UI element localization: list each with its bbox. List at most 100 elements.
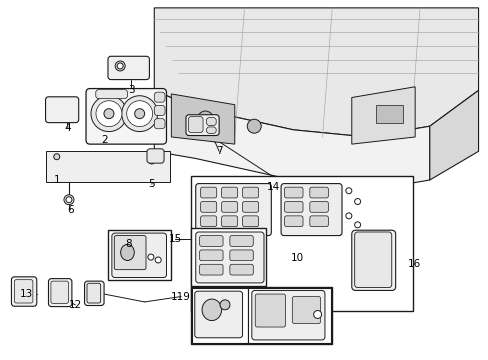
Text: 4: 4 [64, 123, 71, 133]
FancyBboxPatch shape [251, 291, 325, 340]
FancyBboxPatch shape [108, 56, 149, 80]
Ellipse shape [202, 299, 221, 320]
Bar [247, 288, 330, 343]
Circle shape [122, 96, 157, 132]
FancyBboxPatch shape [309, 202, 328, 212]
FancyBboxPatch shape [242, 202, 258, 212]
Circle shape [96, 101, 122, 127]
Circle shape [313, 310, 321, 319]
Circle shape [220, 300, 229, 310]
Text: 8: 8 [125, 239, 131, 249]
Polygon shape [171, 94, 234, 144]
FancyBboxPatch shape [200, 187, 216, 198]
FancyBboxPatch shape [188, 117, 203, 133]
Circle shape [197, 111, 213, 127]
FancyBboxPatch shape [229, 235, 253, 246]
Circle shape [345, 188, 351, 194]
Text: 3: 3 [128, 85, 134, 95]
FancyBboxPatch shape [255, 294, 285, 327]
Bar [191, 288, 247, 343]
FancyBboxPatch shape [11, 277, 37, 306]
Text: 1: 1 [53, 175, 60, 185]
FancyBboxPatch shape [154, 92, 164, 102]
Circle shape [115, 61, 125, 71]
FancyBboxPatch shape [45, 97, 79, 123]
Circle shape [147, 254, 154, 260]
Text: 13: 13 [20, 289, 33, 299]
FancyBboxPatch shape [84, 281, 104, 306]
Text: 12: 12 [68, 300, 82, 310]
FancyBboxPatch shape [195, 184, 271, 235]
Text: 7: 7 [215, 146, 222, 156]
Bar [190, 176, 412, 311]
FancyBboxPatch shape [206, 118, 216, 126]
FancyBboxPatch shape [199, 250, 223, 261]
Text: 5: 5 [148, 179, 155, 189]
Polygon shape [154, 90, 429, 191]
Circle shape [155, 257, 161, 263]
Circle shape [345, 213, 351, 219]
FancyBboxPatch shape [242, 187, 258, 198]
FancyBboxPatch shape [200, 216, 216, 226]
Circle shape [104, 109, 114, 119]
Text: 6: 6 [67, 205, 74, 215]
Bar [45, 151, 169, 182]
FancyBboxPatch shape [87, 283, 101, 303]
FancyBboxPatch shape [206, 127, 216, 134]
Circle shape [134, 109, 144, 119]
FancyBboxPatch shape [147, 149, 163, 163]
Bar [108, 230, 171, 280]
Bar [375, 105, 402, 123]
FancyBboxPatch shape [229, 250, 253, 261]
FancyBboxPatch shape [242, 216, 258, 226]
FancyBboxPatch shape [199, 235, 223, 246]
FancyBboxPatch shape [86, 89, 166, 144]
Polygon shape [351, 87, 414, 144]
Text: 15: 15 [168, 234, 182, 244]
Text: 119: 119 [171, 292, 191, 302]
FancyBboxPatch shape [51, 281, 68, 303]
Ellipse shape [121, 244, 134, 261]
FancyBboxPatch shape [309, 216, 328, 226]
FancyBboxPatch shape [284, 216, 303, 226]
Text: 2: 2 [101, 135, 107, 145]
Circle shape [126, 101, 152, 127]
FancyBboxPatch shape [229, 264, 253, 275]
FancyBboxPatch shape [14, 280, 33, 303]
FancyBboxPatch shape [354, 232, 391, 288]
FancyBboxPatch shape [96, 90, 127, 99]
FancyBboxPatch shape [309, 187, 328, 198]
FancyBboxPatch shape [351, 230, 395, 291]
FancyBboxPatch shape [221, 216, 237, 226]
FancyBboxPatch shape [185, 115, 219, 135]
Polygon shape [429, 90, 478, 180]
FancyBboxPatch shape [112, 233, 166, 278]
Text: 14: 14 [266, 182, 280, 192]
FancyBboxPatch shape [284, 187, 303, 198]
Circle shape [54, 154, 60, 160]
FancyBboxPatch shape [199, 264, 223, 275]
FancyBboxPatch shape [281, 184, 341, 235]
Polygon shape [154, 8, 478, 137]
Bar [190, 228, 266, 286]
FancyBboxPatch shape [221, 202, 237, 212]
Circle shape [354, 222, 360, 228]
FancyBboxPatch shape [200, 202, 216, 212]
FancyBboxPatch shape [292, 297, 320, 323]
Circle shape [354, 198, 360, 204]
Text: 16: 16 [407, 259, 420, 269]
Circle shape [117, 63, 123, 69]
FancyBboxPatch shape [221, 187, 237, 198]
FancyBboxPatch shape [114, 235, 146, 270]
Circle shape [91, 96, 126, 132]
FancyBboxPatch shape [284, 202, 303, 212]
Text: 10: 10 [290, 253, 303, 263]
Bar [190, 287, 331, 344]
Circle shape [64, 195, 74, 205]
FancyBboxPatch shape [154, 119, 164, 129]
Circle shape [66, 197, 72, 203]
FancyBboxPatch shape [48, 279, 72, 307]
FancyBboxPatch shape [194, 291, 242, 338]
FancyBboxPatch shape [154, 105, 164, 116]
FancyBboxPatch shape [195, 232, 264, 283]
